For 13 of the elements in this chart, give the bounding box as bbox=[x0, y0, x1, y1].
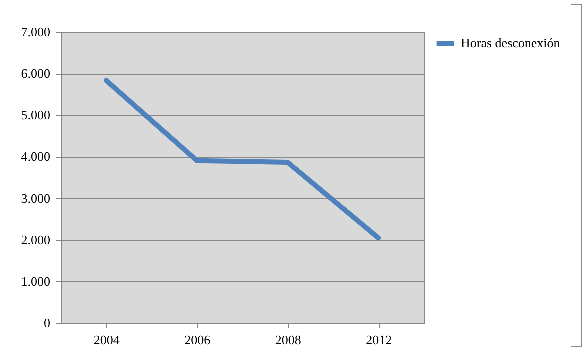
y-tick-label: 4.000 bbox=[21, 149, 50, 164]
legend-label: Horas desconexión bbox=[461, 36, 561, 50]
x-tick-label: 2008 bbox=[275, 332, 302, 348]
y-tick-label: 5.000 bbox=[21, 108, 50, 123]
y-tick-label: 3.000 bbox=[21, 190, 50, 206]
x-tick-label: 2012 bbox=[366, 332, 392, 348]
y-tick-label: 0 bbox=[44, 316, 50, 330]
y-tick-label: 2.000 bbox=[21, 232, 50, 248]
y-tick-label: 6.000 bbox=[21, 66, 50, 82]
x-tick-label: 2006 bbox=[184, 332, 212, 348]
y-tick-label: 1.000 bbox=[21, 274, 50, 289]
x-tick-label: 2004 bbox=[94, 332, 120, 348]
y-tick-label: 7.000 bbox=[21, 24, 50, 40]
